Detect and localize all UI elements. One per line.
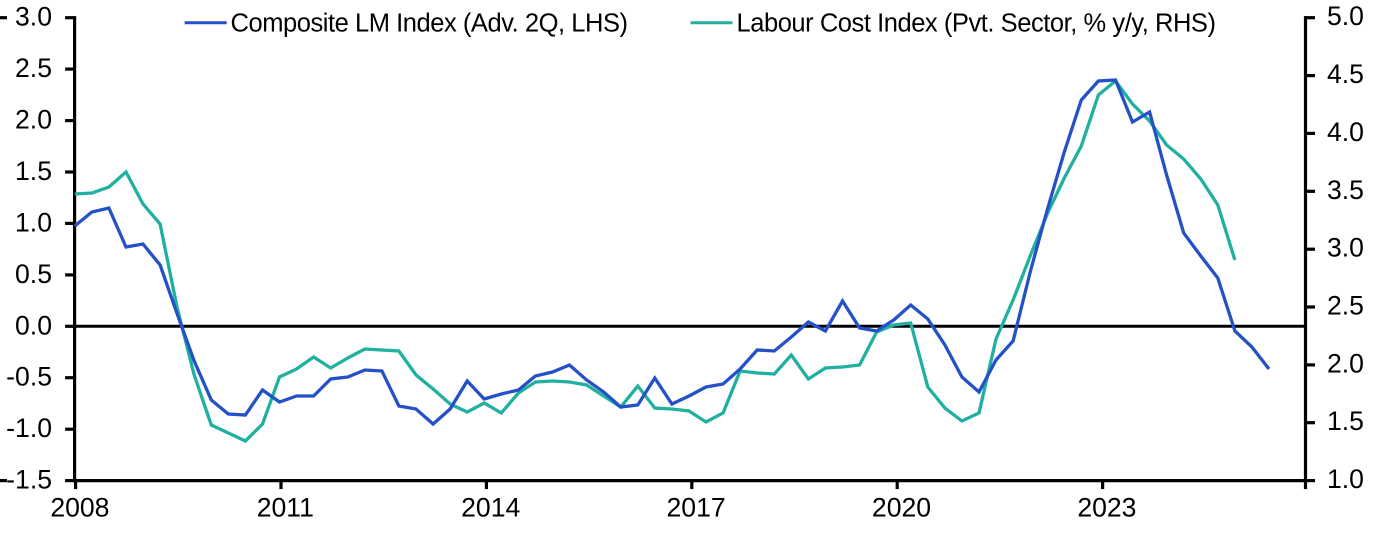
svg-text:Composite LM Index (Adv. 2Q, L: Composite LM Index (Adv. 2Q, LHS) bbox=[231, 10, 628, 38]
svg-text:1.0: 1.0 bbox=[1327, 464, 1364, 494]
svg-text:5.0: 5.0 bbox=[1327, 1, 1364, 31]
svg-text:3.5: 3.5 bbox=[1327, 175, 1364, 205]
svg-text:2014: 2014 bbox=[461, 493, 520, 523]
svg-text:1.5: 1.5 bbox=[15, 156, 52, 186]
svg-text:4.5: 4.5 bbox=[1327, 59, 1364, 89]
svg-text:3.0: 3.0 bbox=[1327, 233, 1364, 263]
svg-text:2011: 2011 bbox=[257, 493, 314, 523]
svg-text:2.0: 2.0 bbox=[1327, 348, 1364, 378]
svg-text:-1.0: -1.0 bbox=[6, 413, 52, 443]
svg-text:2008: 2008 bbox=[50, 493, 109, 523]
svg-text:1.0: 1.0 bbox=[15, 207, 52, 237]
svg-text:-1.5: -1.5 bbox=[6, 465, 52, 495]
svg-text:1.5: 1.5 bbox=[1327, 406, 1364, 436]
svg-text:2020: 2020 bbox=[872, 493, 931, 523]
svg-text:2017: 2017 bbox=[667, 493, 726, 523]
svg-text:2.0: 2.0 bbox=[15, 105, 52, 135]
svg-text:0.0: 0.0 bbox=[15, 310, 52, 340]
svg-text:2.5: 2.5 bbox=[1327, 291, 1364, 321]
svg-text:2023: 2023 bbox=[1077, 493, 1136, 523]
svg-text:Labour Cost Index (Pvt. Sector: Labour Cost Index (Pvt. Sector, % y/y, R… bbox=[737, 10, 1216, 38]
svg-text:0.5: 0.5 bbox=[15, 259, 52, 289]
svg-text:-0.5: -0.5 bbox=[6, 362, 52, 392]
svg-text:3.0: 3.0 bbox=[15, 2, 52, 32]
svg-text:2.5: 2.5 bbox=[15, 53, 52, 83]
svg-text:4.0: 4.0 bbox=[1327, 117, 1364, 147]
